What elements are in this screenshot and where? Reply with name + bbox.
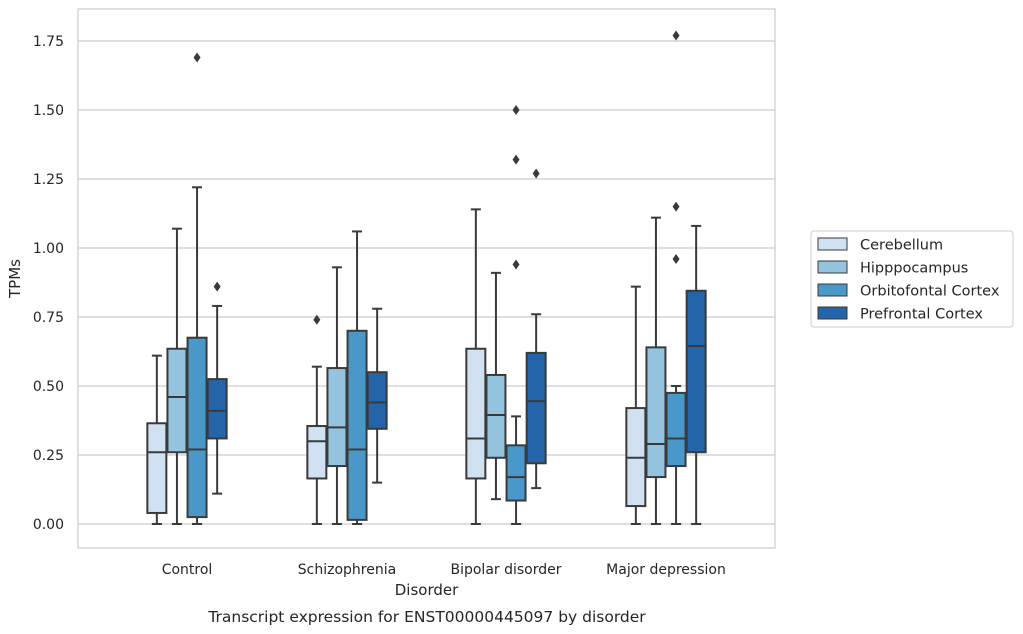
y-tick-labels: 0.00 0.25 0.50 0.75 1.00 1.25 1.50 1.75 bbox=[33, 34, 64, 533]
outlier-point bbox=[672, 201, 680, 212]
box-iqr bbox=[485, 373, 507, 459]
outlier-point bbox=[313, 314, 321, 325]
box-cerebellum bbox=[625, 285, 647, 525]
y-tick-label: 0.75 bbox=[33, 310, 64, 326]
box-iqr bbox=[166, 347, 188, 454]
box-hipppocampus bbox=[485, 271, 507, 501]
y-tick-label: 0.25 bbox=[33, 448, 64, 464]
box-iqr bbox=[366, 371, 388, 430]
y-tick-label: 1.50 bbox=[33, 103, 64, 119]
outlier-point bbox=[213, 281, 221, 292]
box-hipppocampus bbox=[166, 227, 188, 525]
box-iqr bbox=[146, 422, 168, 514]
legend: Cerebellum Hipppocampus Orbitofontal Corte… bbox=[810, 230, 1014, 328]
legend-label: Cerebellum bbox=[860, 238, 943, 254]
box-orbitofontal-cortex bbox=[665, 30, 687, 525]
chart-caption: Transcript expression for ENST0000044509… bbox=[207, 608, 646, 626]
legend-swatch bbox=[817, 283, 848, 297]
box-orbitofontal-cortex bbox=[186, 52, 208, 525]
box-prefrontal-cortex bbox=[206, 281, 228, 495]
box-orbitofontal-cortex bbox=[505, 105, 527, 525]
legend-swatch bbox=[817, 260, 848, 274]
legend-label: Hipppocampus bbox=[860, 261, 968, 277]
x-tick-label: Major depression bbox=[606, 562, 726, 578]
box-iqr bbox=[306, 425, 328, 480]
box-prefrontal-cortex bbox=[685, 224, 707, 525]
legend-label: Prefrontal Cortex bbox=[860, 307, 983, 323]
y-tick-label: 0.00 bbox=[33, 517, 64, 533]
outlier-point bbox=[512, 259, 520, 270]
legend-frame bbox=[810, 230, 1014, 328]
outlier-point bbox=[532, 168, 540, 179]
outlier-point bbox=[193, 52, 201, 63]
outlier-point bbox=[512, 105, 520, 115]
box-iqr bbox=[346, 329, 368, 521]
y-tick-label: 1.75 bbox=[33, 34, 64, 50]
box-iqr bbox=[206, 378, 228, 440]
plot-frame bbox=[77, 8, 776, 549]
outlier-point bbox=[672, 30, 680, 41]
y-tick-label: 1.00 bbox=[33, 241, 64, 257]
legend-swatch bbox=[817, 306, 848, 320]
box-prefrontal-cortex bbox=[366, 307, 388, 484]
box-hipppocampus bbox=[326, 266, 348, 525]
box-iqr bbox=[685, 289, 707, 454]
box-iqr bbox=[326, 367, 348, 468]
boxes bbox=[146, 30, 707, 525]
box-iqr bbox=[505, 444, 527, 502]
box-iqr bbox=[665, 391, 687, 468]
x-tick-labels: Control Schizophrenia Bipolar disorder Majo… bbox=[162, 562, 726, 578]
box-cerebellum bbox=[306, 314, 328, 525]
box-iqr bbox=[186, 336, 208, 519]
legend-label: Orbitofontal Cortex bbox=[860, 284, 1000, 300]
box-orbitofontal-cortex bbox=[346, 230, 368, 525]
x-tick-label: Bipolar disorder bbox=[450, 562, 561, 578]
box-hipppocampus bbox=[645, 216, 667, 525]
box-prefrontal-cortex bbox=[525, 168, 547, 490]
box-iqr bbox=[525, 351, 547, 465]
legend-swatch bbox=[817, 237, 848, 251]
y-tick-label: 1.25 bbox=[33, 172, 64, 188]
outlier-point bbox=[672, 254, 680, 265]
y-axis-label: TPMs bbox=[6, 259, 24, 299]
box-iqr bbox=[465, 347, 487, 480]
box-iqr bbox=[645, 346, 667, 479]
x-tick-label: Schizophrenia bbox=[298, 562, 396, 578]
x-tick-label: Control bbox=[162, 562, 213, 578]
box-cerebellum bbox=[146, 354, 168, 525]
x-axis-label: Disorder bbox=[395, 581, 459, 599]
outlier-point bbox=[512, 154, 520, 165]
y-tick-label: 0.50 bbox=[33, 379, 64, 395]
box-cerebellum bbox=[465, 208, 487, 525]
